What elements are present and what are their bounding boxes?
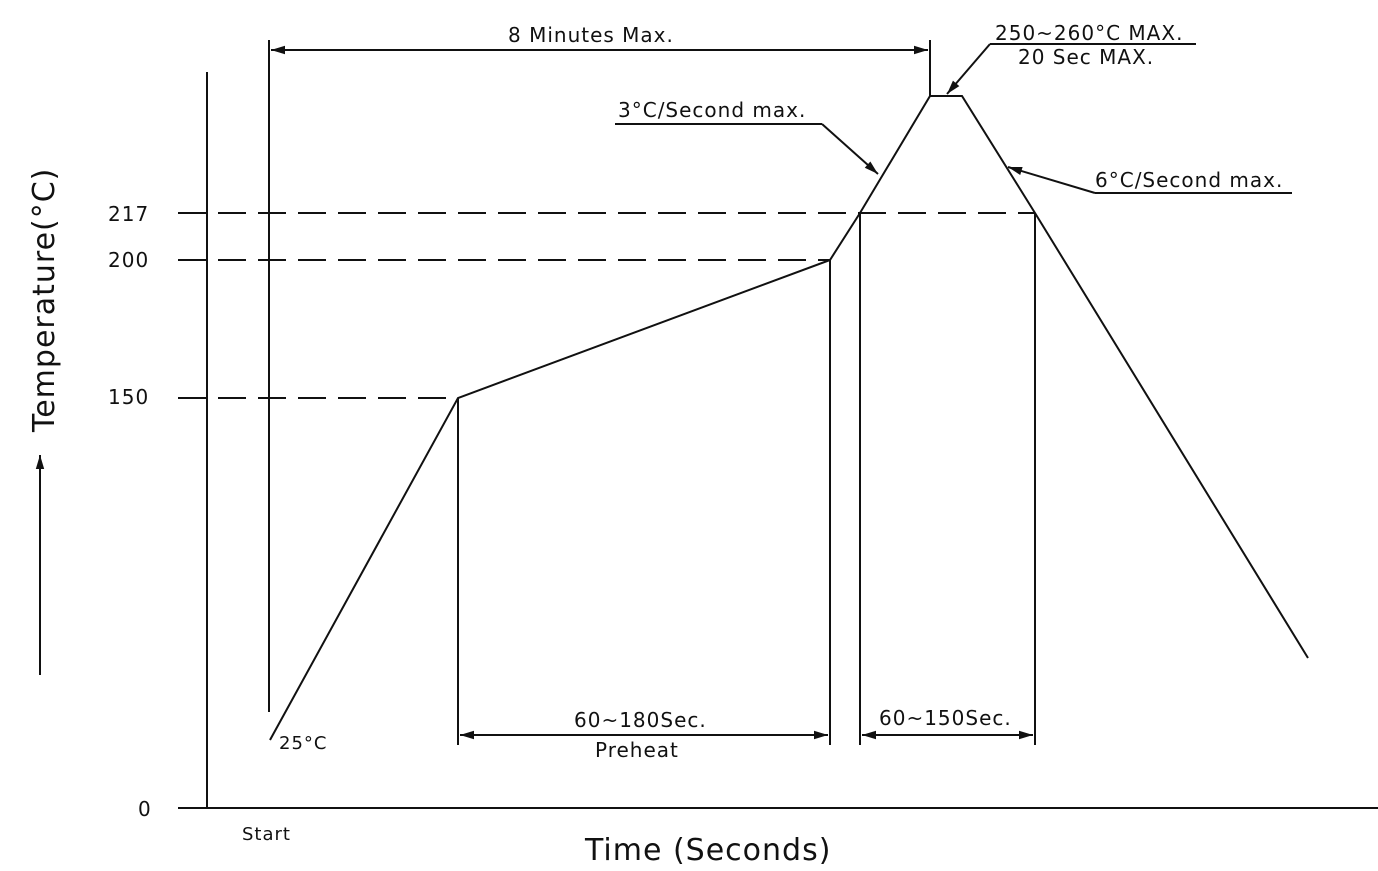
peak-temp-label: 250~260°C MAX. [995,21,1183,45]
x-axis-start-label: Start [242,824,291,845]
ramp-up-leader [821,123,879,175]
y-tick-0: 0 [138,797,152,821]
y-tick-200: 200 [108,248,149,272]
y-tick-217: 217 [108,202,149,226]
peak-time-label: 20 Sec MAX. [1018,45,1154,69]
ramp-down-leader [1007,166,1096,194]
preheat-label: Preheat [595,738,679,762]
preheat-time-label: 60~180Sec. [574,708,707,732]
x-axis-title: Time (Seconds) [584,833,831,868]
peak-leader [946,43,991,95]
total-time-label: 8 Minutes Max. [508,23,674,47]
start-temp-label: 25°C [279,733,327,754]
ramp-down-label: 6°C/Second max. [1095,168,1283,192]
temperature-profile-curve [269,95,1309,741]
y-tick-150: 150 [108,385,149,409]
ramp-up-label: 3°C/Second max. [618,98,806,122]
reflow-time-label: 60~150Sec. [879,706,1012,730]
y-axis-title: Temperature(°C) [27,168,62,433]
